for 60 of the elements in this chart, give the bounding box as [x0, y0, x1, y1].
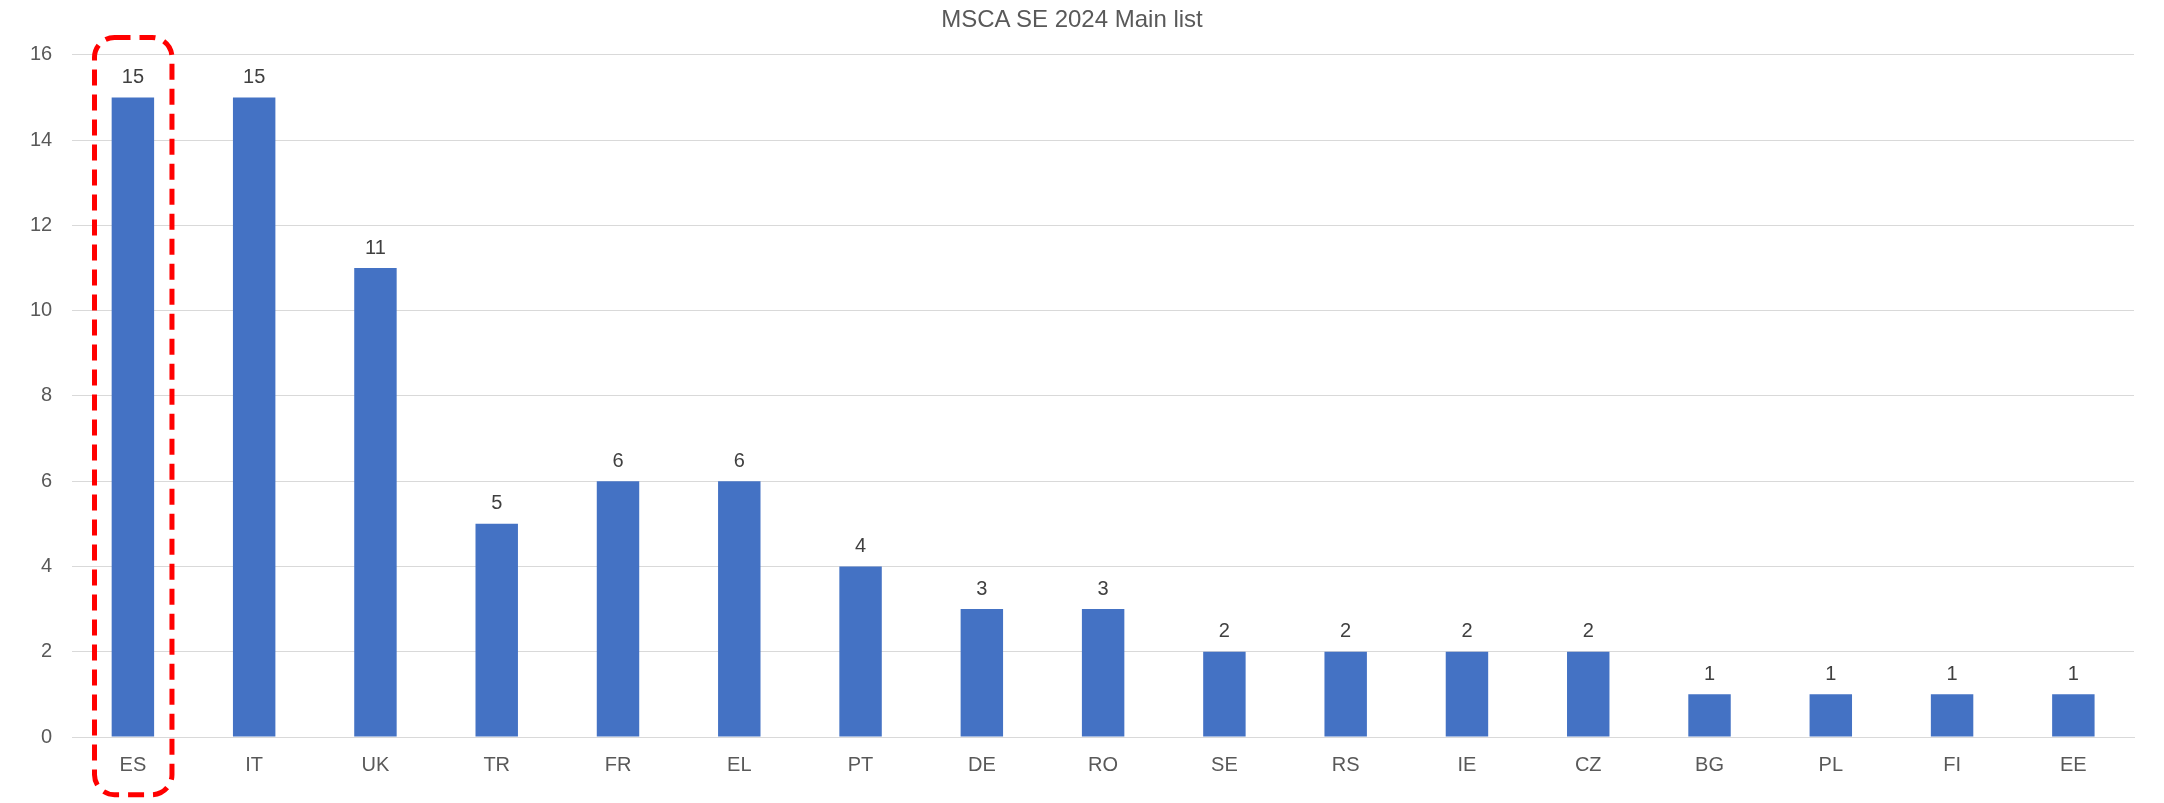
x-tick-label: FR	[604, 752, 632, 775]
x-tick-label: EE	[2060, 752, 2087, 775]
x-tick-label: TR	[483, 752, 511, 775]
bar	[1930, 694, 1974, 737]
x-tick-label: BG	[1695, 752, 1724, 775]
data-label: 15	[243, 64, 266, 87]
data-label: 1	[1825, 661, 1837, 684]
y-tick-label: 8	[41, 383, 53, 406]
data-label: 11	[365, 235, 386, 258]
data-label: 1	[1946, 661, 1958, 684]
x-tick-label: DE	[967, 752, 996, 775]
y-tick-label: 6	[41, 468, 53, 491]
x-tick-label: RS	[1331, 752, 1360, 775]
data-label: 2	[1218, 619, 1230, 642]
chart-title: MSCA SE 2024 Main list	[941, 5, 1204, 33]
y-tick-label: 2	[41, 639, 53, 662]
y-tick-label: 14	[30, 127, 53, 150]
x-tick-label: ES	[119, 752, 147, 775]
y-tick-label: 12	[30, 212, 53, 235]
bar	[1445, 651, 1489, 737]
bar	[1324, 651, 1367, 737]
bar	[2052, 694, 2095, 737]
data-label: 2	[1461, 619, 1473, 642]
bar	[354, 267, 397, 737]
bar	[1081, 609, 1125, 737]
data-label: 2	[1340, 619, 1352, 642]
data-label: 1	[1703, 661, 1716, 684]
x-tick-label: PL	[1818, 752, 1844, 775]
data-label: 1	[2067, 661, 2079, 684]
y-tick-label: 16	[30, 42, 53, 65]
data-label: 4	[855, 533, 867, 556]
x-tick-label: IE	[1457, 752, 1477, 775]
data-label: 3	[1097, 576, 1109, 599]
data-label: 6	[612, 448, 624, 471]
data-label: 6	[733, 448, 745, 471]
bar	[1567, 651, 1610, 737]
bar	[960, 609, 1004, 737]
bar	[475, 523, 518, 737]
data-label: 3	[976, 576, 988, 599]
bar	[839, 566, 882, 737]
bar	[1203, 651, 1246, 737]
x-tick-label: IT	[245, 752, 264, 775]
y-tick-label: 0	[41, 724, 53, 747]
x-tick-label: EL	[727, 752, 752, 775]
y-tick-label: 4	[41, 553, 53, 576]
x-tick-label: UK	[361, 752, 390, 775]
x-tick-label: RO	[1088, 752, 1119, 775]
x-tick-label: FI	[1943, 752, 1961, 775]
bar	[596, 481, 640, 737]
bar	[718, 481, 761, 737]
x-tick-label: SE	[1211, 752, 1238, 775]
bar	[1688, 694, 1731, 737]
bar	[232, 97, 276, 737]
x-tick-label: PT	[847, 752, 874, 775]
data-label: 2	[1582, 619, 1594, 642]
data-label: 15	[121, 64, 145, 87]
y-tick-label: 10	[30, 298, 53, 321]
data-label: 5	[491, 491, 503, 514]
bar	[1809, 694, 1853, 737]
x-tick-label: CZ	[1574, 752, 1602, 775]
